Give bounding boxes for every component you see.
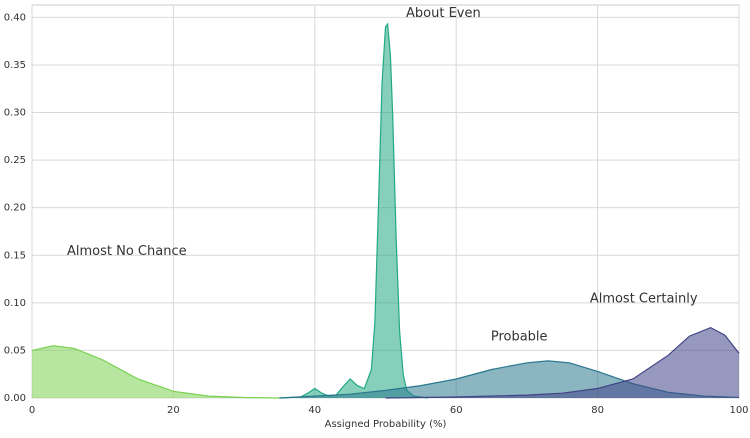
y-tick-label: 0.30 bbox=[4, 108, 26, 119]
area-line bbox=[385, 326, 740, 399]
y-tick-label: 0.20 bbox=[4, 203, 26, 214]
annotation: Almost No Chance bbox=[67, 244, 187, 259]
area-line bbox=[279, 22, 428, 399]
x-tick-label: 40 bbox=[308, 405, 321, 416]
area-fill bbox=[32, 345, 280, 398]
x-tick-label: 60 bbox=[450, 405, 463, 416]
annotation: About Even bbox=[406, 6, 481, 21]
y-tick-label: 0.05 bbox=[4, 345, 26, 356]
area-fill bbox=[279, 24, 428, 398]
y-tick-label: 0.35 bbox=[4, 60, 26, 71]
annotation: Almost Certainly bbox=[590, 292, 698, 307]
x-tick-label: 100 bbox=[729, 405, 748, 416]
area-fill bbox=[385, 327, 739, 398]
y-tick-label: 0.25 bbox=[4, 155, 26, 166]
area-line bbox=[31, 345, 280, 399]
annotation: Probable bbox=[491, 330, 548, 345]
x-axis-label: Assigned Probability (%) bbox=[325, 419, 447, 430]
x-tick-label: 80 bbox=[591, 405, 604, 416]
x-tick-label: 0 bbox=[29, 405, 35, 416]
y-tick-label: 0.15 bbox=[4, 250, 26, 261]
x-tick-label: 20 bbox=[167, 405, 180, 416]
y-tick-label: 0.00 bbox=[4, 393, 26, 404]
y-tick-label: 0.40 bbox=[4, 12, 26, 23]
y-tick-label: 0.10 bbox=[4, 298, 26, 309]
